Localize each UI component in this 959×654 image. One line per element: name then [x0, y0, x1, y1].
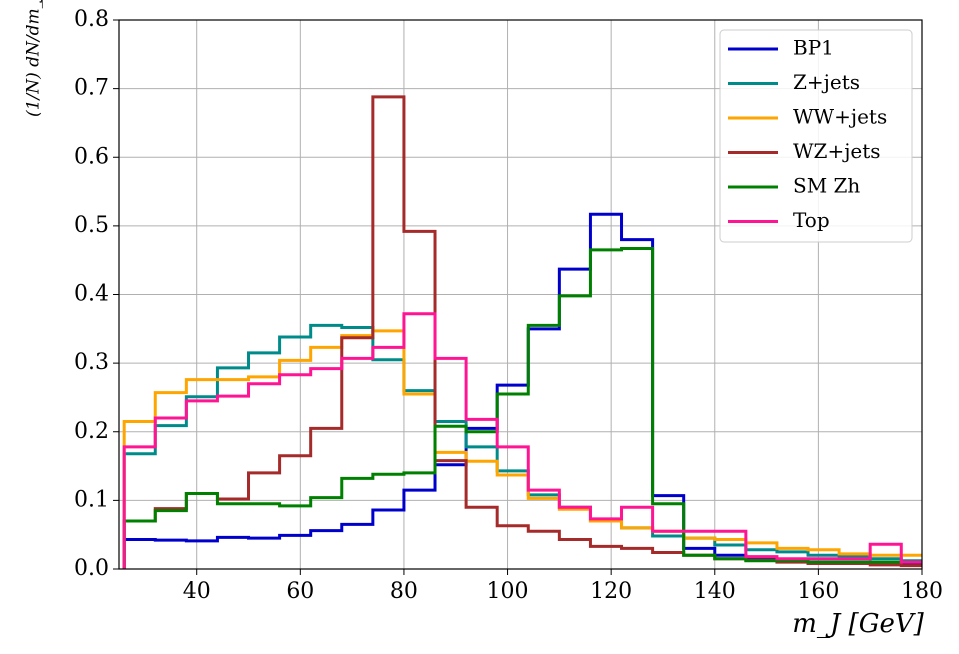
legend: BP1 Z+jets WW+jets WZ+jets SM Zh Top [719, 29, 913, 243]
y-tick-label: 0.4 [74, 282, 109, 307]
legend-label: WZ+jets [793, 139, 881, 163]
x-tick-label: 100 [487, 579, 529, 604]
x-tick-label: 60 [286, 579, 314, 604]
labels: 0.0 0.1 0.2 0.3 0.4 0.5 0.6 0.7 0.8 40 60 80 100 120 1… [74, 7, 943, 604]
x-tick-label: 80 [390, 579, 418, 604]
y-tick-label: 0.5 [74, 213, 109, 238]
histogram-step [122, 247, 922, 569]
legend-label: BP1 [793, 36, 834, 60]
x-tick-label: 160 [797, 579, 839, 604]
y-tick-label: 0.7 [74, 76, 109, 101]
y-tick-label: 0.0 [74, 556, 109, 581]
y-axis-label: (1/N) dN/dm_J [24, 0, 44, 117]
plot-area [122, 95, 922, 569]
y-tick-label: 0.6 [74, 144, 109, 169]
x-tick-label: 120 [590, 579, 632, 604]
histogram-step [122, 312, 922, 569]
x-tick-label: 140 [694, 579, 736, 604]
y-tick-label: 0.3 [74, 350, 109, 375]
x-tick-label: 40 [183, 579, 211, 604]
legend-label: Z+jets [793, 70, 860, 94]
y-tick-label: 0.2 [74, 419, 109, 444]
y-tick-label: 0.1 [74, 487, 109, 512]
x-tick-label: 180 [901, 579, 943, 604]
legend-label: WW+jets [793, 105, 887, 129]
legend-label: SM Zh [793, 174, 860, 198]
legend-label: Top [793, 208, 830, 232]
x-axis-label: m_J [GeV] [792, 609, 924, 639]
y-tick-label: 0.8 [74, 7, 109, 32]
